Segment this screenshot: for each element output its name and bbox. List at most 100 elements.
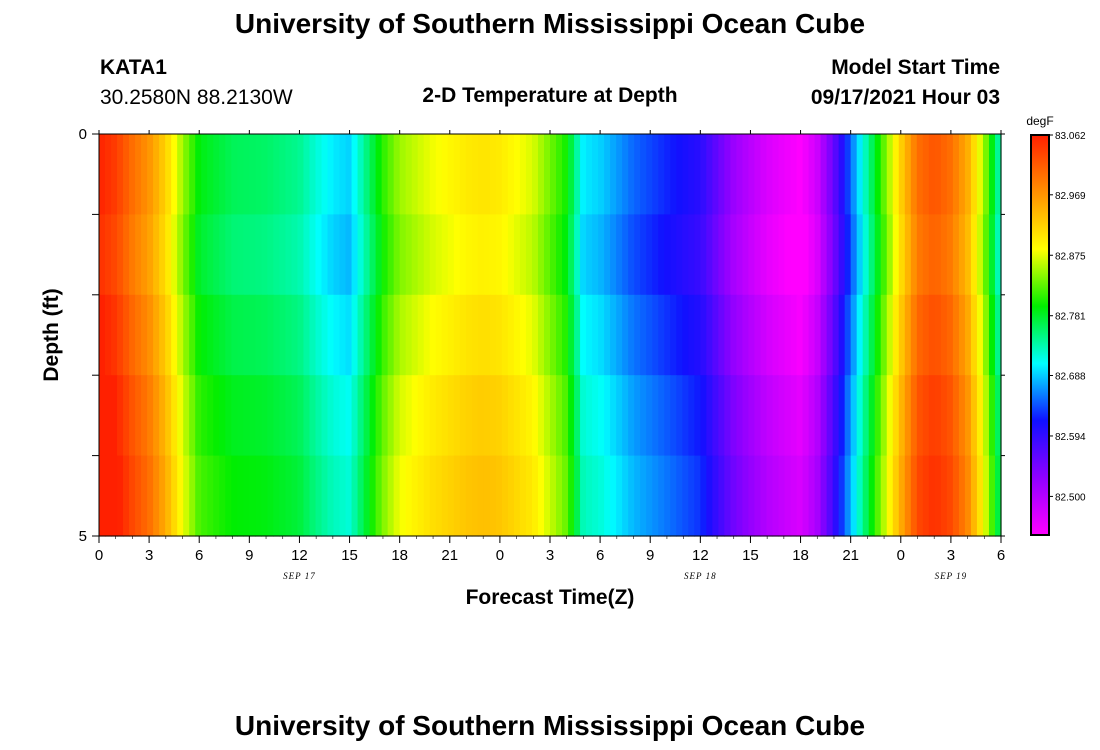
- heatmap-cell: [766, 294, 774, 376]
- heatmap-cell: [513, 375, 521, 457]
- heatmap-cell: [688, 294, 695, 376]
- heatmap-cell: [279, 455, 287, 537]
- station-coords: 30.2580N 88.2130W: [100, 86, 293, 109]
- heatmap-cell: [586, 375, 593, 457]
- heatmap-cell: [543, 455, 551, 537]
- heatmap-cell: [604, 294, 611, 376]
- heatmap-cell: [315, 455, 323, 537]
- heatmap-cell: [940, 455, 948, 537]
- heatmap-cell: [568, 375, 575, 457]
- heatmap-cell: [483, 214, 491, 296]
- heatmap-cell: [207, 294, 214, 376]
- heatmap-cell: [700, 214, 707, 296]
- heatmap-cell: [874, 294, 882, 376]
- heatmap-cell: [129, 375, 136, 457]
- heatmap-cell: [910, 134, 918, 215]
- heatmap-cell: [790, 134, 798, 215]
- heatmap-cell: [279, 375, 287, 457]
- heatmap-cell: [375, 375, 383, 457]
- heatmap-cell: [219, 455, 226, 537]
- x-tick-label: 6: [997, 547, 1005, 564]
- heatmap-cell: [628, 294, 635, 376]
- heatmap-cell: [243, 455, 250, 537]
- heatmap-cell: [868, 375, 876, 457]
- heatmap-cell: [736, 214, 744, 296]
- heatmap-cell: [718, 214, 725, 296]
- heatmap-cell: [303, 214, 311, 296]
- heatmap-cell: [814, 214, 822, 296]
- heatmap-cell: [111, 455, 118, 537]
- heatmap-cell: [369, 455, 377, 537]
- heatmap-cell: [784, 294, 792, 376]
- heatmap-cell: [664, 134, 671, 215]
- heatmap-cell: [616, 455, 623, 537]
- heatmap-cell: [417, 455, 425, 537]
- heatmap-cell: [958, 455, 966, 537]
- heatmap-cell: [952, 134, 960, 215]
- heatmap-cell: [640, 214, 647, 296]
- heatmap-cell: [135, 214, 142, 296]
- heatmap-cell: [147, 375, 154, 457]
- heatmap-cell: [568, 294, 575, 376]
- heatmap-cell: [688, 214, 695, 296]
- heatmap-cell: [381, 375, 389, 457]
- heatmap-cell: [652, 134, 659, 215]
- heatmap-cell: [826, 214, 834, 296]
- heatmap-cell: [321, 375, 329, 457]
- heatmap-cell: [189, 134, 196, 215]
- heatmap-cell: [165, 294, 172, 376]
- heatmap-cell: [616, 214, 623, 296]
- heatmap-cell: [501, 134, 509, 215]
- heatmap-cell: [952, 455, 960, 537]
- heatmap-cell: [453, 375, 461, 457]
- heatmap-cell: [634, 455, 641, 537]
- heatmap-cell: [862, 294, 870, 376]
- heatmap-cell: [802, 294, 810, 376]
- heatmap-cell: [363, 134, 371, 215]
- heatmap-cell: [537, 294, 545, 376]
- heatmap-cell: [838, 214, 846, 296]
- heatmap-cell: [640, 455, 647, 537]
- heatmap-cell: [147, 134, 154, 215]
- heatmap-cell: [856, 134, 864, 215]
- heatmap-cell: [375, 214, 383, 296]
- heatmap-cell: [483, 134, 491, 215]
- heatmap-cell: [339, 375, 347, 457]
- heatmap-cell: [525, 375, 533, 457]
- heatmap-cell: [411, 134, 419, 215]
- heatmap-cell: [441, 375, 449, 457]
- heatmap-cell: [399, 294, 407, 376]
- heatmap-cell: [772, 375, 780, 457]
- heatmap-cell: [255, 294, 262, 376]
- heatmap-cell: [453, 214, 461, 296]
- heatmap-cell: [123, 134, 130, 215]
- heatmap-cell: [946, 375, 954, 457]
- heatmap-cell: [934, 294, 942, 376]
- heatmap-cell: [423, 214, 431, 296]
- heatmap-cell: [916, 375, 924, 457]
- heatmap-cell: [393, 214, 401, 296]
- heatmap-cell: [387, 134, 395, 215]
- heatmap-cell: [261, 134, 268, 215]
- heatmap-cell: [339, 455, 347, 537]
- heatmap-cell: [868, 134, 876, 215]
- heatmap-cell: [994, 455, 1002, 537]
- heatmap-cell: [405, 455, 413, 537]
- heatmap-cell: [658, 214, 665, 296]
- heatmap-cell: [820, 455, 828, 537]
- heatmap-cell: [363, 375, 371, 457]
- heatmap-cell: [471, 375, 479, 457]
- heatmap-cell: [910, 294, 918, 376]
- heatmap-cell: [976, 134, 984, 215]
- heatmap-cell: [195, 375, 202, 457]
- heatmap-cell: [381, 134, 389, 215]
- heatmap-cell: [381, 214, 389, 296]
- heatmap-cell: [453, 294, 461, 376]
- heatmap-cell: [574, 294, 581, 376]
- heatmap-cell: [988, 455, 996, 537]
- heatmap-cell: [327, 134, 335, 215]
- heatmap-cell: [670, 134, 677, 215]
- heatmap-cell: [237, 375, 244, 457]
- heatmap-cell: [724, 375, 731, 457]
- heatmap-cell: [820, 134, 828, 215]
